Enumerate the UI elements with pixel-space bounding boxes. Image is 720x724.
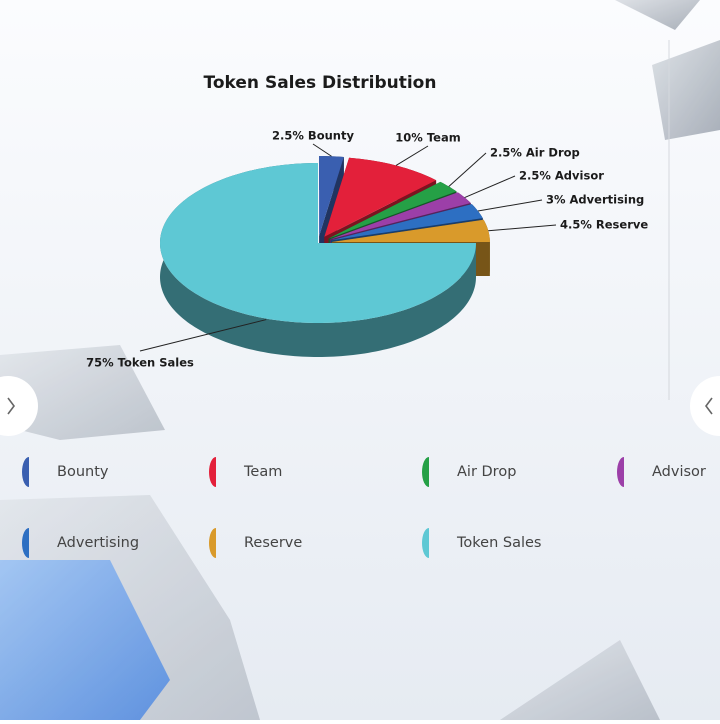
legend-swatch	[22, 457, 29, 487]
leader-line	[395, 145, 429, 166]
legend-label: Token Sales	[456, 535, 541, 551]
data-label: 3% Advertising	[546, 193, 644, 207]
slice	[324, 157, 437, 237]
legend-label: Reserve	[244, 535, 302, 551]
data-label: 2.5% Advisor	[519, 169, 604, 183]
slice	[319, 156, 344, 237]
legend: Bounty Team Air Drop Advisor Advertising Rese…	[22, 457, 706, 558]
slice	[328, 181, 457, 239]
leader-line	[488, 224, 557, 232]
leader-line	[448, 152, 487, 187]
legend-label: Air Drop	[457, 464, 516, 480]
legend-swatch	[22, 528, 29, 558]
leader-line	[477, 199, 543, 212]
data-label: 10% Team	[395, 131, 460, 145]
pie	[160, 156, 490, 357]
legend-label: Bounty	[57, 464, 109, 480]
data-label: 2.5% Bounty	[272, 129, 354, 143]
labels: 2.5% Bounty 10% Team 2.5% Air Drop 2.5% Adv…	[86, 129, 648, 370]
slice	[329, 192, 471, 240]
leader-line	[464, 175, 516, 199]
leader-line	[312, 143, 332, 157]
data-label: 2.5% Air Drop	[490, 146, 580, 160]
legend-swatch	[422, 528, 429, 558]
slice	[331, 204, 483, 241]
slice	[160, 163, 476, 323]
legend-label: Advisor	[652, 464, 706, 480]
data-label: 4.5% Reserve	[560, 218, 648, 232]
leader-line	[139, 319, 267, 352]
legend-swatch	[617, 457, 624, 487]
slice	[331, 219, 490, 243]
data-label: 75% Token Sales	[86, 356, 194, 370]
next-button[interactable]	[690, 376, 720, 436]
legend-label: Advertising	[57, 535, 139, 551]
legend-swatch	[209, 457, 216, 487]
legend-swatch	[422, 457, 429, 487]
chart-title: Token Sales Distribution	[204, 73, 437, 93]
legend-swatch	[209, 528, 216, 558]
prev-button[interactable]	[0, 376, 38, 436]
legend-label: Team	[243, 464, 282, 480]
